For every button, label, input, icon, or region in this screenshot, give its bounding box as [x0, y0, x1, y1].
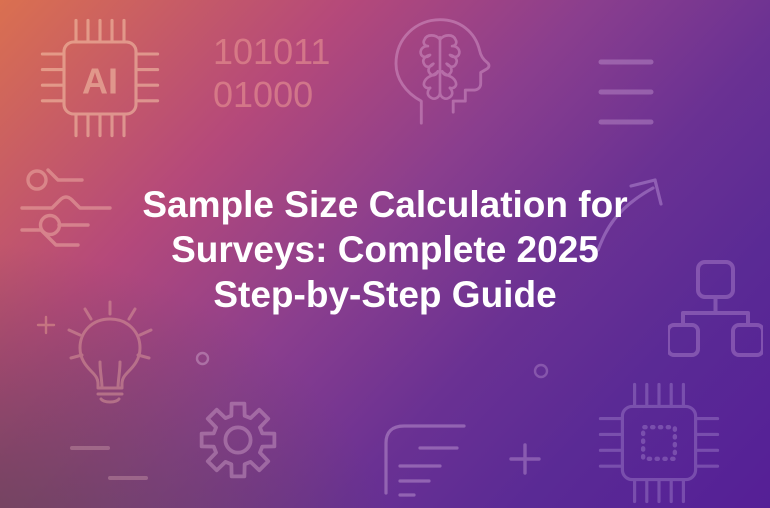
svg-text:AI: AI	[82, 61, 118, 102]
